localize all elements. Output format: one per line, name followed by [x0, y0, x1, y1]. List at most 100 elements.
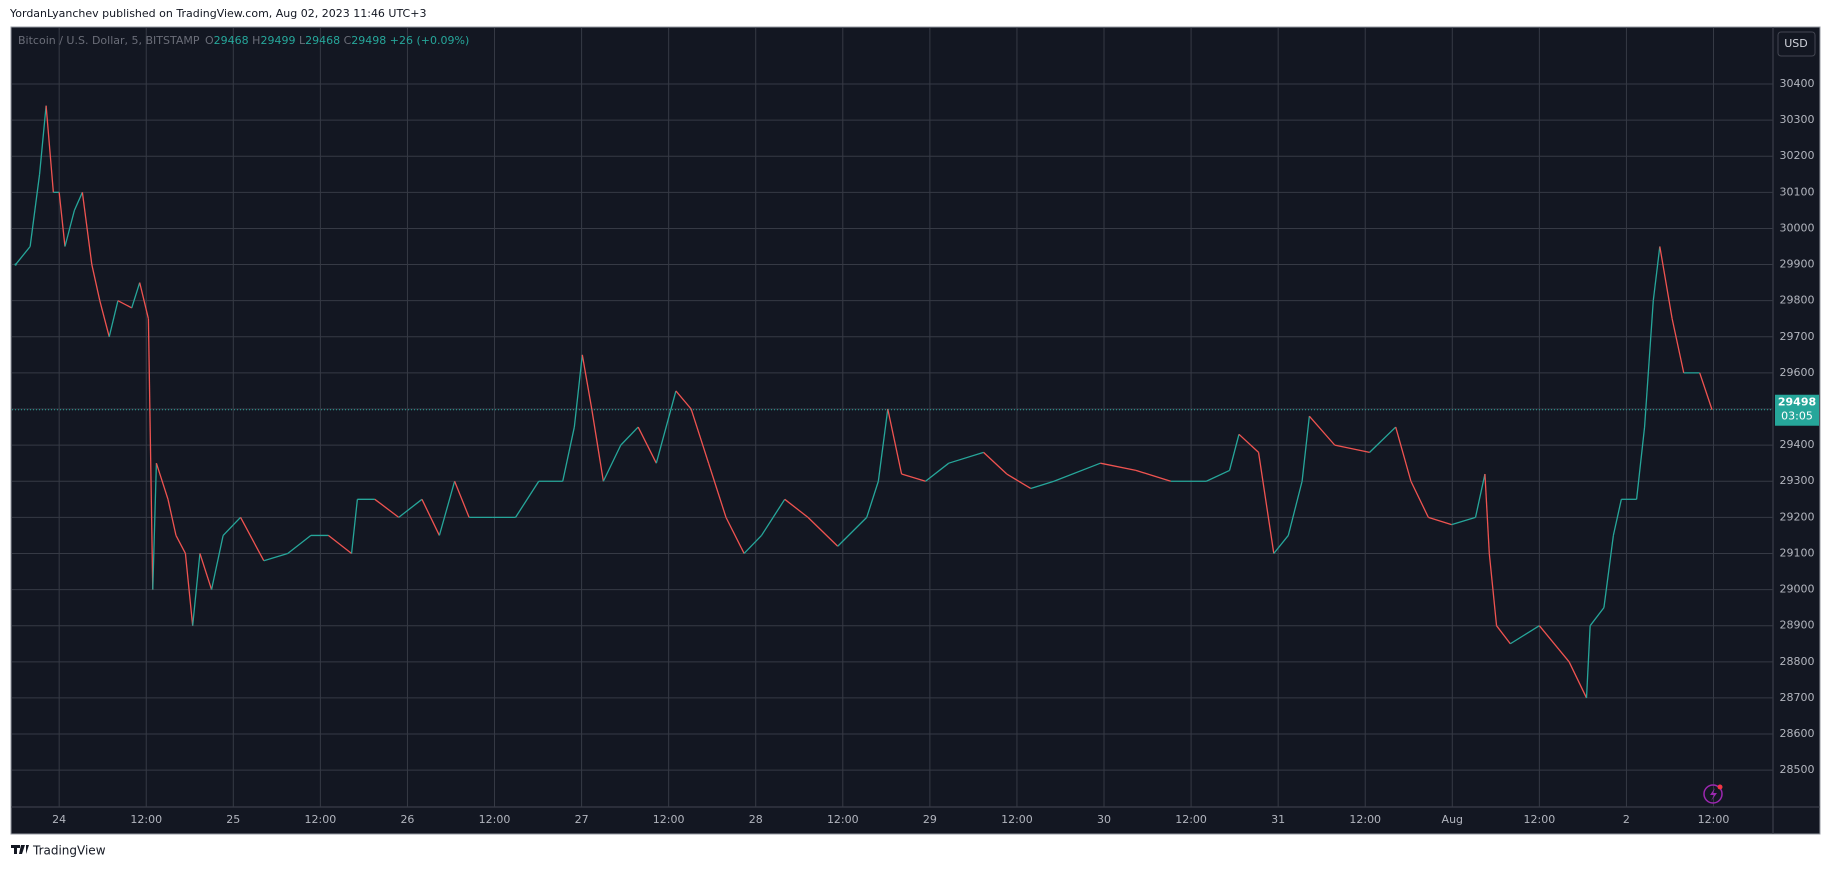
- x-tick-label: 12:00: [130, 813, 162, 826]
- price-segment: [1643, 300, 1654, 428]
- price-segment: [675, 390, 692, 410]
- price-segment: [58, 192, 66, 247]
- price-segment: [887, 408, 903, 475]
- price-segment: [287, 534, 312, 554]
- price-segment: [192, 553, 201, 626]
- price-segment: [374, 498, 400, 518]
- price-segment: [199, 553, 213, 590]
- price-segment: [131, 282, 141, 309]
- price-segment: [1135, 469, 1171, 482]
- price-segment: [637, 426, 657, 464]
- price-segment: [837, 516, 868, 547]
- price-segment: [925, 462, 950, 482]
- price-segment: [1488, 553, 1498, 626]
- price-segment: [45, 105, 55, 193]
- x-tick-label: 12:00: [1349, 813, 1381, 826]
- x-tick-label: 12:00: [1698, 813, 1730, 826]
- price-segment: [15, 246, 31, 265]
- price-segment: [620, 426, 639, 446]
- price-segment: [901, 473, 926, 482]
- last-price: 29498: [1778, 396, 1816, 409]
- price-segment: [239, 517, 265, 562]
- y-tick-label: 29900: [1780, 258, 1815, 271]
- x-tick-label: 30: [1097, 813, 1111, 826]
- x-tick-label: 12:00: [1175, 813, 1207, 826]
- x-tick-label: 12:00: [479, 813, 511, 826]
- price-segment: [573, 354, 583, 428]
- y-tick-label: 29100: [1780, 546, 1815, 559]
- price-segment: [1635, 426, 1646, 500]
- y-tick-label: 28900: [1780, 619, 1815, 632]
- price-segment: [948, 451, 984, 464]
- x-tick-label: 12:00: [1524, 813, 1556, 826]
- currency-button[interactable]: [1777, 31, 1816, 57]
- y-tick-label: 29300: [1780, 474, 1815, 487]
- price-segment: [1369, 426, 1397, 453]
- byline: YordanLyanchev published on TradingView.…: [9, 7, 426, 20]
- price-segment: [38, 105, 47, 175]
- price-segment: [167, 499, 177, 536]
- y-tick-label: 29800: [1780, 294, 1815, 307]
- price-segment: [222, 516, 242, 536]
- price-segment: [1030, 480, 1055, 490]
- bolt-glyph: [1710, 788, 1717, 801]
- bolt-dot: [1717, 784, 1723, 790]
- price-segment: [1659, 246, 1673, 319]
- price-segment: [1428, 516, 1452, 526]
- price-segment: [1496, 625, 1511, 645]
- x-tick-label: Aug: [1442, 813, 1463, 826]
- y-tick-label: 30000: [1780, 221, 1815, 234]
- y-tick-label: 30200: [1780, 149, 1815, 162]
- price-segment: [562, 426, 575, 482]
- price-segment: [1053, 462, 1101, 482]
- y-tick-label: 30100: [1780, 185, 1815, 198]
- currency[interactable]: USD: [1784, 37, 1808, 50]
- price-segment: [1603, 535, 1615, 608]
- price-segment: [760, 498, 786, 536]
- price-segment: [655, 390, 677, 464]
- price-segment: [581, 354, 593, 410]
- price-segment: [29, 174, 41, 247]
- x-tick-label: 12:00: [827, 813, 859, 826]
- y-tick-label: 28600: [1780, 727, 1815, 740]
- y-tick-label: 28800: [1780, 655, 1815, 668]
- price-segment: [327, 534, 352, 554]
- price-segment: [210, 535, 224, 590]
- price-segment: [1257, 452, 1275, 554]
- price-segment: [866, 481, 879, 518]
- price-segment: [108, 300, 119, 337]
- high: 29499: [260, 34, 295, 47]
- y-tick-label: 30400: [1780, 77, 1815, 90]
- ohlc: O29468 H29499 L29468 C29498 +26 (+0.09%): [205, 34, 469, 47]
- price-segment: [1699, 372, 1713, 410]
- x-tick-label: 2: [1623, 813, 1630, 826]
- x-tick-label: 29: [923, 813, 937, 826]
- last-price-box: [1775, 394, 1819, 426]
- legend: Bitcoin / U.S. Dollar, 5, BITSTAMP O2946…: [18, 34, 469, 47]
- price-segment: [877, 408, 889, 482]
- symbol: Bitcoin / U.S. Dollar, 5, BITSTAMP: [18, 34, 200, 47]
- price-segment: [350, 499, 359, 554]
- price-segment: [1287, 481, 1303, 536]
- price-segment: [1206, 469, 1230, 482]
- price-segment: [99, 300, 110, 337]
- brand: TradingView: [32, 844, 106, 858]
- price-segment: [690, 408, 710, 464]
- open: 29468: [214, 34, 249, 47]
- price-segment: [147, 318, 154, 590]
- price-segment: [1301, 416, 1310, 482]
- y-tick-label: 28500: [1780, 763, 1815, 776]
- price-segment: [1228, 434, 1240, 471]
- y-tick-label: 29200: [1780, 510, 1815, 523]
- price-segment: [1589, 607, 1605, 627]
- price-segment: [1410, 480, 1429, 518]
- price-segment: [1474, 473, 1486, 518]
- price-segment: [1671, 318, 1685, 374]
- price-segment: [591, 408, 604, 482]
- price-segment: [1273, 535, 1289, 554]
- price-segment: [1334, 444, 1370, 453]
- bolt-icon[interactable]: [1703, 784, 1723, 804]
- x-tick-label: 27: [575, 813, 589, 826]
- x-tick-label: 28: [749, 813, 763, 826]
